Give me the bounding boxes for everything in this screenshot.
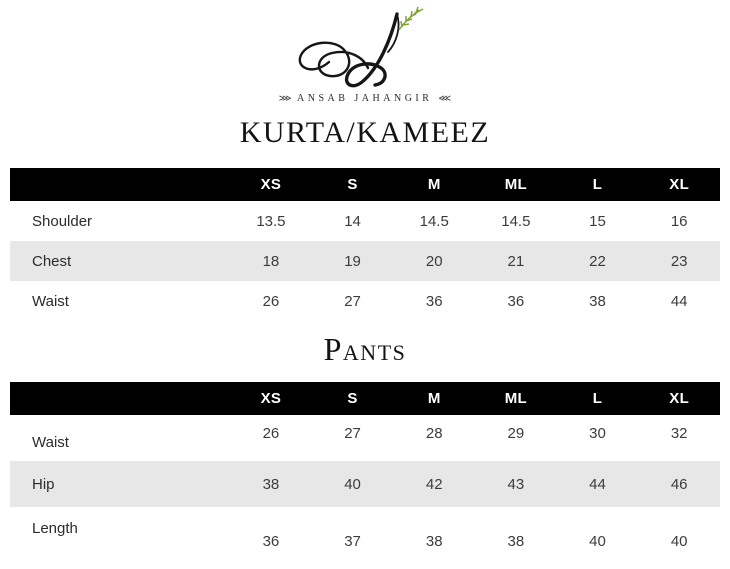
measurement-label: Shoulder (32, 212, 93, 230)
size-column-header: XS (230, 382, 312, 415)
size-value-cell: 20 (425, 252, 443, 270)
size-value-cell: 42 (425, 475, 443, 493)
left-flourish-icon: ⋙ (278, 94, 292, 104)
size-column-header: S (311, 168, 394, 201)
size-value-cell: 40 (589, 532, 606, 550)
size-value-cell: 16 (670, 212, 688, 230)
size-value-cell: 27 (344, 424, 361, 442)
size-column-header: ML (475, 168, 557, 201)
brand-name: ⋙ ANSAB JAHANGIR ⋘ (10, 92, 720, 106)
measurement-label: Length (32, 519, 78, 537)
size-value-cell: 44 (589, 475, 606, 493)
size-value-cell: 38 (425, 532, 443, 550)
brand-monogram-icon (298, 6, 424, 88)
brand-name-text: ANSAB JAHANGIR (297, 93, 433, 104)
size-value-cell: 19 (344, 252, 361, 270)
size-value-cell: 40 (670, 532, 688, 550)
size-value-cell: 36 (425, 292, 443, 310)
pants-section-title: Pants (323, 331, 407, 367)
size-value-cell: 13.5 (256, 212, 286, 230)
size-value-cell: 26 (262, 424, 280, 442)
size-column-header: XS (230, 168, 312, 201)
right-flourish-icon: ⋘ (438, 94, 452, 104)
pants-size-table: XS S M ML L XL Waist 26 27 28 29 30 32 H… (10, 382, 720, 563)
size-value-cell: 40 (344, 475, 361, 493)
measurement-label: Waist (32, 292, 69, 310)
size-column-header: ML (475, 382, 557, 415)
measurement-label: Chest (32, 252, 72, 270)
size-value-cell: 38 (262, 475, 280, 493)
size-value-cell: 36 (262, 532, 280, 550)
table-row-waist: Waist 26 27 36 36 38 44 (10, 281, 720, 321)
table-row-waist: Waist 26 27 28 29 30 32 (10, 415, 720, 461)
size-value-cell: 27 (344, 292, 361, 310)
brand-logo: ⋙ ANSAB JAHANGIR ⋘ (10, 6, 720, 106)
table-row-shoulder: Shoulder 13.5 14 14.5 14.5 15 16 (10, 201, 720, 241)
kurta-section-title: KURTA/KAMEEZ (239, 116, 491, 149)
table-row-hip: Hip 38 40 42 43 44 46 (10, 461, 720, 507)
size-value-cell: 23 (670, 252, 688, 270)
pants-header-row: XS S M ML L XL (10, 382, 720, 415)
size-value-cell: 29 (507, 424, 525, 442)
size-value-cell: 32 (670, 424, 688, 442)
size-value-cell: 38 (507, 532, 525, 550)
size-value-cell: 30 (589, 424, 606, 442)
kurta-header-row: XS S M ML L XL (10, 168, 720, 201)
size-column-header: M (393, 168, 476, 201)
size-value-cell: 46 (670, 475, 688, 493)
size-value-cell: 38 (589, 292, 606, 310)
size-value-cell: 44 (670, 292, 688, 310)
size-column-header: S (311, 382, 394, 415)
empty-header-cell (10, 168, 231, 201)
size-value-cell: 36 (507, 292, 525, 310)
size-value-cell: 14.5 (419, 212, 449, 230)
table-row-chest: Chest 18 19 20 21 22 23 (10, 241, 720, 281)
size-column-header: XL (638, 168, 720, 201)
size-value-cell: 28 (425, 424, 443, 442)
size-column-header: L (556, 168, 639, 201)
measurement-label: Waist (32, 433, 69, 451)
size-column-header: XL (638, 382, 720, 415)
size-value-cell: 14 (344, 212, 361, 230)
measurement-label: Hip (32, 475, 55, 493)
leaf-sprig-icon (398, 6, 424, 31)
empty-header-cell (10, 382, 231, 415)
size-value-cell: 26 (262, 292, 280, 310)
size-column-header: M (393, 382, 476, 415)
size-value-cell: 37 (344, 532, 361, 550)
size-column-header: L (556, 382, 639, 415)
size-value-cell: 22 (589, 252, 606, 270)
size-value-cell: 14.5 (501, 212, 531, 230)
size-value-cell: 18 (262, 252, 280, 270)
size-value-cell: 15 (589, 212, 606, 230)
size-value-cell: 43 (507, 475, 525, 493)
table-row-length: Length 36 37 38 38 40 40 (10, 507, 720, 563)
size-value-cell: 21 (507, 252, 525, 270)
kurta-size-table: XS S M ML L XL Shoulder 13.5 14 14.5 14.… (10, 168, 720, 321)
